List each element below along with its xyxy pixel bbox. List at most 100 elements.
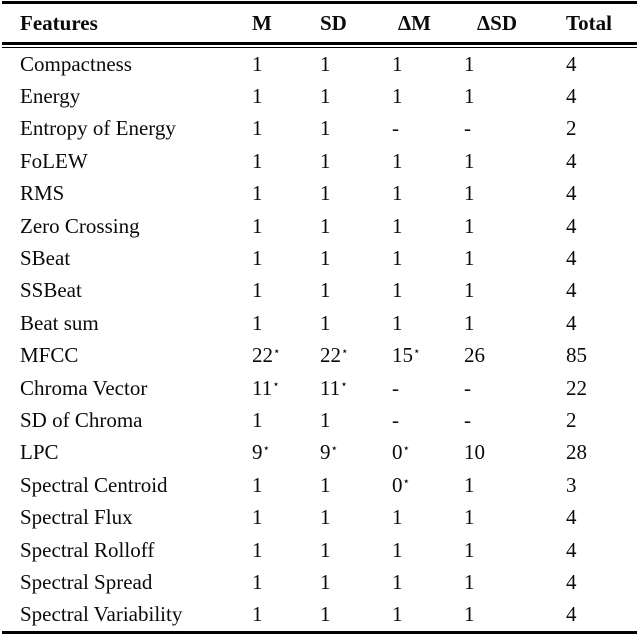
value-cell: 85 — [566, 343, 587, 368]
feature-name-cell: SD of Chroma — [20, 407, 143, 432]
value-cell: 1 — [464, 569, 475, 594]
value-cell: 1 — [392, 181, 403, 206]
value-cell: 1 — [320, 569, 331, 594]
value-cell: 1 — [320, 148, 331, 173]
value-cell: 2 — [566, 116, 577, 141]
value-cell: 1 — [252, 116, 263, 141]
value-cell: 10 — [464, 440, 485, 465]
value-cell: 4 — [566, 537, 577, 562]
value-cell: 22⋆ — [252, 343, 281, 368]
value-cell: 1 — [252, 602, 263, 627]
value-cell: 1 — [320, 84, 331, 109]
value-cell: 1 — [320, 407, 331, 432]
column-header-delta-m: ΔM — [398, 10, 431, 35]
feature-name-cell: Compactness — [20, 51, 132, 76]
star-marker: ⋆ — [341, 344, 349, 359]
feature-name-cell: RMS — [20, 181, 65, 206]
value-cell: 1 — [464, 537, 475, 562]
value-cell: 4 — [566, 602, 577, 627]
value-cell: 1 — [392, 310, 403, 335]
value-cell: 15⋆ — [392, 343, 421, 368]
table-row: Compactness 1 1 1 1 4 — [2, 48, 637, 80]
column-header-delta-sd: ΔSD — [477, 10, 518, 35]
value-cell: 4 — [566, 148, 577, 173]
value-cell: 1 — [252, 84, 263, 109]
value-cell: 4 — [566, 213, 577, 238]
value-cell: 4 — [566, 246, 577, 271]
table-row: SSBeat 1 1 1 1 4 — [2, 275, 637, 307]
table-row: RMS 1 1 1 1 4 — [2, 178, 637, 210]
value-cell: 1 — [464, 213, 475, 238]
value-cell: 11⋆ — [252, 375, 280, 400]
feature-name-cell: Chroma Vector — [20, 375, 148, 400]
value-cell: 1 — [252, 537, 263, 562]
value-cell: 1 — [464, 246, 475, 271]
value-cell: 1 — [252, 246, 263, 271]
star-marker: ⋆ — [413, 344, 421, 359]
value-cell: 1 — [392, 537, 403, 562]
value-cell: 22 — [566, 375, 587, 400]
value-cell: - — [392, 375, 399, 400]
feature-name-cell: SSBeat — [20, 278, 82, 303]
feature-name-cell: Spectral Centroid — [20, 472, 168, 497]
feature-name-cell: SBeat — [20, 246, 71, 271]
column-header-features: Features — [20, 10, 98, 35]
value-cell: 9⋆ — [252, 440, 271, 465]
value-cell: 1 — [252, 148, 263, 173]
value-cell: 1 — [320, 278, 331, 303]
value-cell: 0⋆ — [392, 472, 411, 497]
value-cell: 1 — [252, 407, 263, 432]
value-cell: 2 — [566, 407, 577, 432]
value-cell: 1 — [320, 213, 331, 238]
table-row: Spectral Spread 1 1 1 1 4 — [2, 566, 637, 598]
table-row: Zero Crossing 1 1 1 1 4 — [2, 210, 637, 242]
feature-name-cell: Spectral Flux — [20, 505, 133, 530]
value-cell: 1 — [252, 181, 263, 206]
value-cell: 1 — [252, 310, 263, 335]
feature-name-cell: Entropy of Energy — [20, 116, 176, 141]
value-cell: 1 — [320, 246, 331, 271]
table-row: Entropy of Energy 1 1 - - 2 — [2, 113, 637, 145]
table-row: FoLEW 1 1 1 1 4 — [2, 145, 637, 177]
star-marker: ⋆ — [273, 344, 281, 359]
value-cell: 1 — [464, 505, 475, 530]
value-cell: 1 — [464, 51, 475, 76]
table-row: Energy 1 1 1 1 4 — [2, 80, 637, 112]
column-header-total: Total — [566, 10, 612, 35]
value-cell: 28 — [566, 440, 587, 465]
value-cell: 1 — [464, 602, 475, 627]
value-cell: 1 — [320, 472, 331, 497]
value-cell: 4 — [566, 505, 577, 530]
value-cell: 9⋆ — [320, 440, 339, 465]
value-cell: 4 — [566, 181, 577, 206]
value-cell: 4 — [566, 569, 577, 594]
table-row: Spectral Flux 1 1 1 1 4 — [2, 501, 637, 533]
star-marker: ⋆ — [402, 441, 411, 456]
value-cell: 1 — [392, 602, 403, 627]
feature-name-cell: Spectral Variability — [20, 602, 183, 627]
feature-name-cell: Energy — [20, 84, 81, 109]
value-cell: 1 — [252, 51, 263, 76]
value-cell: 1 — [252, 278, 263, 303]
value-cell: 1 — [464, 84, 475, 109]
value-cell: 1 — [320, 310, 331, 335]
table-row: SD of Chroma 1 1 - - 2 — [2, 404, 637, 436]
value-cell: 1 — [320, 602, 331, 627]
value-cell: 1 — [392, 278, 403, 303]
value-cell: - — [392, 407, 399, 432]
star-marker: ⋆ — [402, 473, 411, 488]
feature-name-cell: Beat sum — [20, 310, 99, 335]
value-cell: 1 — [252, 472, 263, 497]
value-cell: 1 — [252, 569, 263, 594]
value-cell: 1 — [392, 246, 403, 271]
table-row: Spectral Variability 1 1 1 1 4 — [2, 599, 637, 631]
column-header-m: M — [252, 10, 272, 35]
value-cell: 1 — [392, 213, 403, 238]
table-row: Beat sum 1 1 1 1 4 — [2, 307, 637, 339]
value-cell: 4 — [566, 84, 577, 109]
value-cell: - — [392, 116, 399, 141]
feature-name-cell: LPC — [20, 440, 59, 465]
value-cell: 4 — [566, 278, 577, 303]
header-double-rule — [2, 42, 637, 48]
